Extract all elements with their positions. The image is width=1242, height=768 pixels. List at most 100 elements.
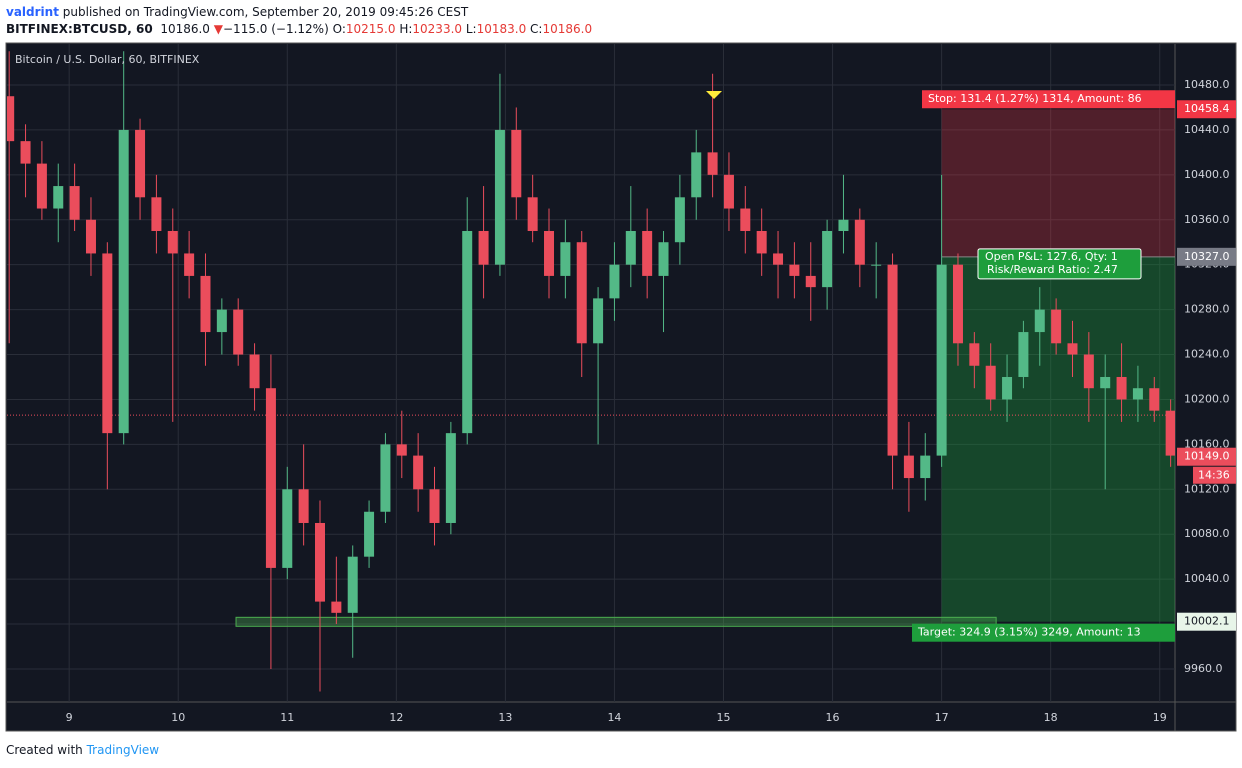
- footer: Created with TradingView: [6, 743, 159, 757]
- candle-body: [1018, 332, 1029, 377]
- candle-body: [429, 489, 440, 523]
- brand[interactable]: TradingView: [86, 743, 160, 757]
- support-zone: [235, 616, 997, 627]
- candle-body: [936, 264, 947, 456]
- x-tick-label: 12: [389, 711, 403, 724]
- candle-body: [1165, 410, 1175, 456]
- target-text: Target: 324.9 (3.15%) 3249, Amount: 13: [917, 626, 1141, 639]
- candle-body: [1083, 354, 1094, 389]
- candle-body: [380, 444, 391, 512]
- price-label-box: [1177, 447, 1236, 466]
- candle-body: [723, 174, 734, 209]
- published: published on TradingView.com, September …: [62, 5, 469, 19]
- x-tick-label: 19: [1153, 711, 1167, 724]
- candle-body: [658, 242, 669, 276]
- candle-body: [85, 219, 96, 254]
- candle-body: [200, 275, 211, 333]
- user: valdrint: [6, 5, 59, 19]
- candle-body: [331, 601, 342, 613]
- candle-body: [838, 219, 849, 231]
- price-label-box: [1177, 100, 1236, 119]
- h-label: H:: [399, 22, 413, 36]
- candle-body: [887, 264, 898, 456]
- y-tick-label: 10480.0: [1184, 78, 1230, 91]
- candle-body: [53, 186, 64, 209]
- pnl-text: Open P&L: 127.6, Qty: 1: [985, 250, 1118, 263]
- candle-body: [1002, 376, 1013, 400]
- y-tick-label: 9960.0: [1184, 662, 1223, 675]
- y-tick-label: 10280.0: [1184, 303, 1230, 316]
- candle-body: [560, 242, 571, 276]
- x-tick-label: 14: [607, 711, 621, 724]
- l: 10183.0: [476, 22, 527, 36]
- candle-body: [740, 208, 751, 231]
- arrow: ▼: [213, 22, 223, 36]
- chart: 9960.010000.010040.010080.010120.010160.…: [5, 42, 1237, 732]
- candle-body: [674, 197, 685, 243]
- candle-body: [462, 230, 473, 434]
- o-label: O:: [332, 22, 346, 36]
- candle-body: [7, 96, 15, 142]
- l-label: L:: [465, 22, 477, 36]
- y-tick-label: 10120.0: [1184, 482, 1230, 495]
- pnl-box: [977, 248, 1142, 280]
- c: 10186.0: [542, 22, 593, 36]
- y-tick-label: 10440.0: [1184, 123, 1230, 136]
- candle-body: [854, 219, 865, 265]
- y-tick-label: 10360.0: [1184, 213, 1230, 226]
- candle-body: [593, 298, 604, 344]
- y-tick-label: 10400.0: [1184, 168, 1230, 181]
- candle-body: [756, 230, 767, 254]
- countdown-box: [1193, 466, 1236, 484]
- candle-body: [789, 264, 800, 276]
- stop-box: [922, 90, 1175, 109]
- ohlc-line: BITFINEX:BTCUSD, 60 10186.0 ▼−115.0 (−1.…: [6, 22, 592, 36]
- candle-body: [249, 354, 260, 389]
- candle-body: [707, 152, 718, 175]
- candle-body: [184, 253, 195, 276]
- position: [7, 109, 1175, 627]
- overlays: Stop: 131.4 (1.27%) 1314, Amount: 86 Targ…: [912, 90, 1236, 642]
- marker: [706, 91, 722, 99]
- stop-zone: [941, 109, 1175, 257]
- candle-body: [167, 230, 178, 254]
- candle-body: [952, 264, 963, 344]
- candle-body: [445, 433, 456, 523]
- candle-body: [511, 129, 522, 198]
- candle-body: [1067, 343, 1078, 355]
- y-tick-label: 10080.0: [1184, 527, 1230, 540]
- candle-body: [413, 455, 424, 490]
- price-label: 10327.0: [1184, 250, 1230, 263]
- candle-body: [69, 186, 80, 220]
- x-tick-label: 13: [498, 711, 512, 724]
- x-tick-label: 9: [66, 711, 73, 724]
- candle-body: [1132, 388, 1143, 400]
- symbol: BITFINEX:BTCUSD, 60: [6, 22, 153, 36]
- header-line: valdrint published on TradingView.com, S…: [6, 5, 468, 19]
- stop-text: Stop: 131.4 (1.27%) 1314, Amount: 86: [928, 92, 1142, 105]
- candle-body: [527, 197, 538, 231]
- chart-panel: [5, 42, 1237, 732]
- candle-body: [314, 522, 325, 602]
- price-label: 10149.0: [1184, 450, 1230, 463]
- x-tick-label: 15: [717, 711, 731, 724]
- target-box: [912, 623, 1175, 642]
- x-tick-label: 18: [1044, 711, 1058, 724]
- chart-title: Bitcoin / U.S. Dollar, 60, BITFINEX: [15, 53, 200, 66]
- candle-body: [347, 556, 358, 613]
- candle-body: [216, 309, 227, 333]
- candle-body: [609, 264, 620, 299]
- candle-body: [20, 141, 31, 164]
- price-label-box: [1177, 612, 1236, 631]
- y-tick-label: 10240.0: [1184, 348, 1230, 361]
- candle-body: [920, 455, 931, 479]
- candle-body: [298, 489, 309, 523]
- candle-body: [691, 152, 702, 198]
- o: 10215.0: [345, 22, 396, 36]
- candle-body: [773, 253, 784, 265]
- x-tick-label: 17: [935, 711, 949, 724]
- candle-body: [102, 253, 113, 434]
- candle-body: [36, 163, 47, 209]
- candle-body: [396, 444, 407, 456]
- x-tick-label: 10: [171, 711, 185, 724]
